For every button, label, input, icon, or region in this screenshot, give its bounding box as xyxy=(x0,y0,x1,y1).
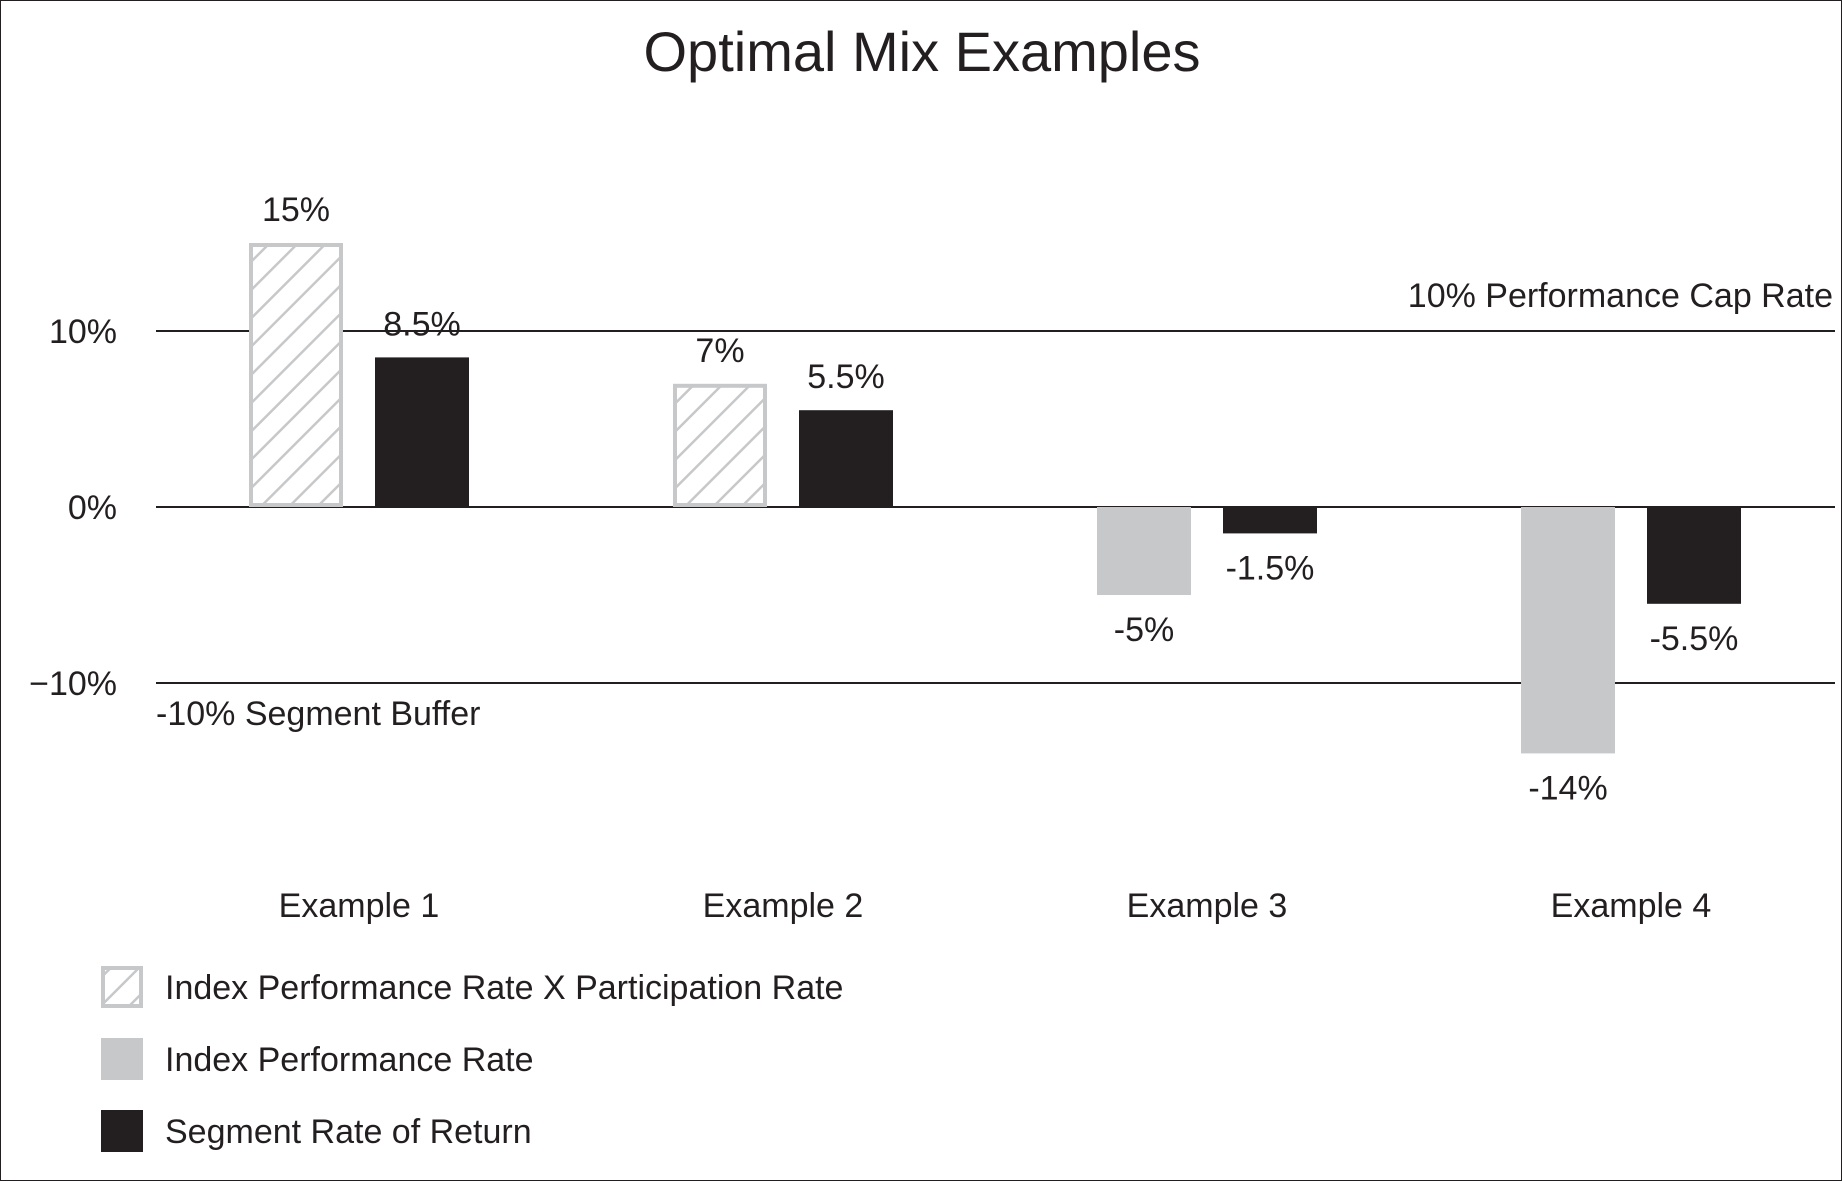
reference-line-label-1: 10% Performance Cap Rate xyxy=(1408,277,1833,315)
legend-swatch-gray xyxy=(101,1038,143,1080)
bar-gray-4 xyxy=(1521,507,1615,754)
data-label-black-2: 5.5% xyxy=(807,358,885,396)
y-tick-label-3: −10% xyxy=(29,665,117,703)
x-tick-label-3: Example 3 xyxy=(1127,887,1288,925)
bar-hatched-2 xyxy=(673,383,767,507)
legend-swatch-black xyxy=(101,1110,143,1152)
bar-black-3 xyxy=(1223,507,1317,534)
data-label-black-4: -5.5% xyxy=(1650,620,1739,658)
data-label-gray-3: -5% xyxy=(1114,611,1174,649)
y-tick-label-1: 10% xyxy=(49,313,117,351)
reference-line-label-2: -10% Segment Buffer xyxy=(156,695,480,733)
legend-swatch-hatched xyxy=(101,966,143,1008)
bar-black-2 xyxy=(799,410,893,507)
data-label-black-3: -1.5% xyxy=(1226,549,1315,587)
legend-label-hatched: Index Performance Rate X Participation R… xyxy=(165,969,843,1007)
x-tick-label-1: Example 1 xyxy=(279,887,440,925)
x-tick-label-4: Example 4 xyxy=(1551,887,1712,925)
data-label-gray-4: -14% xyxy=(1528,769,1607,807)
x-tick-label-2: Example 2 xyxy=(703,887,864,925)
data-label-black-1: 8.5% xyxy=(383,305,461,343)
legend-label-black: Segment Rate of Return xyxy=(165,1113,532,1151)
bar-black-1 xyxy=(375,357,469,507)
bar-black-4 xyxy=(1647,507,1741,604)
bar-hatched-1 xyxy=(249,243,343,507)
legend-label-gray: Index Performance Rate xyxy=(165,1041,534,1079)
chart-title: Optimal Mix Examples xyxy=(643,20,1200,83)
bar-gray-3 xyxy=(1097,507,1191,595)
legend: Index Performance Rate X Participation R… xyxy=(101,966,843,1152)
data-label-hatched-2: 7% xyxy=(695,332,744,370)
plot-area: 10% Performance Cap Rate -10% Segment Buf… xyxy=(29,191,1835,925)
y-tick-label-2: 0% xyxy=(68,489,117,527)
data-label-hatched-1: 15% xyxy=(262,191,330,229)
